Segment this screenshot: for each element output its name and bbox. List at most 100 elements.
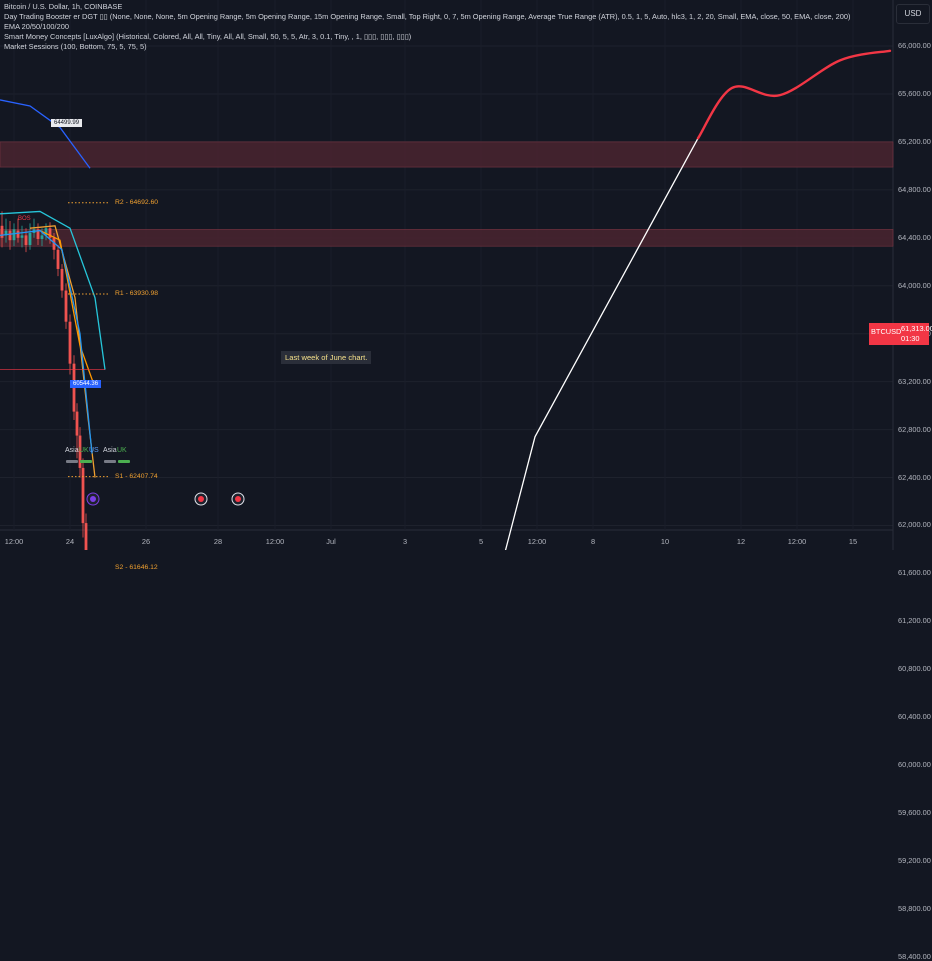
session-bar [80, 460, 92, 463]
chart-annotation: Last week of June chart. [281, 351, 372, 364]
session-asia-2: Asia [103, 447, 117, 454]
x-tick-label: 12:00 [4, 537, 24, 546]
session-us: US [89, 447, 99, 454]
candle-body [56, 249, 60, 269]
y-tick-label: 63,200.00 [898, 376, 931, 386]
y-tick-label: 61,600.00 [898, 568, 931, 578]
candle-body [28, 232, 32, 245]
y-tick-label: 58,400.00 [898, 952, 931, 961]
candle-body [78, 435, 82, 468]
x-tick-label: 12 [736, 537, 746, 546]
y-tick-label: 60,400.00 [898, 712, 931, 722]
candle-body [81, 467, 85, 524]
pivot-label-r1: R1 - 63930.98 [115, 290, 159, 297]
pivot-lines [68, 202, 110, 478]
indicator-day-trading-booster[interactable]: Day Trading Booster er DGT ▯▯ (None, Non… [4, 12, 851, 21]
indicator-smc[interactable]: Smart Money Concepts [LuxAlgo] (Historic… [4, 32, 412, 41]
price-chart[interactable] [0, 0, 932, 550]
bos-label: BOS [18, 216, 31, 222]
y-tick-label: 64,800.00 [898, 184, 931, 194]
current-price-badge: BTCUSD 61,313.00 01:30 [869, 323, 932, 345]
candle-body [75, 411, 79, 436]
session-uk: UK [79, 447, 89, 454]
x-tick-label: 8 [590, 537, 596, 546]
candle-body [40, 235, 44, 239]
candle-body [4, 230, 8, 236]
candle-body [36, 229, 40, 239]
y-tick-label: 66,000.00 [898, 41, 931, 50]
y-tick-label: 64,400.00 [898, 232, 931, 242]
x-tick-label: 5 [478, 537, 484, 546]
session-asia: Asia [65, 447, 79, 454]
ema-lines [0, 99, 106, 478]
x-tick-label: 12:00 [265, 537, 285, 546]
ema-line [0, 99, 91, 169]
candle-body [12, 229, 16, 241]
candle-body [52, 237, 56, 250]
supply-zone [0, 141, 894, 168]
supply-zone [0, 229, 894, 247]
event-marker-dot [198, 496, 204, 502]
ema-line [0, 210, 106, 370]
x-tick-label: 12:00 [787, 537, 807, 546]
y-tick-label: 60,000.00 [898, 760, 931, 770]
x-tick-label: 24 [65, 537, 75, 546]
ema-line [29, 225, 96, 478]
price-symbol: BTCUSD [871, 327, 902, 336]
ema-line [39, 230, 96, 388]
y-tick-label: 62,000.00 [898, 520, 931, 530]
session-uk-2: UK [117, 447, 127, 454]
y-tick-label: 59,600.00 [898, 808, 931, 818]
price-countdown: 01:30 [901, 334, 920, 343]
candle-body [44, 228, 48, 236]
session-bar [104, 460, 116, 463]
x-tick-label: 15 [848, 537, 858, 546]
y-tick-label: 65,200.00 [898, 136, 931, 146]
session-bar [66, 460, 78, 463]
y-tick-label: 62,800.00 [898, 424, 931, 434]
pivot-label-s1: S1 - 62407.74 [115, 472, 158, 480]
high-price-tag: 64499.99 [51, 119, 83, 127]
ema-line [0, 229, 93, 454]
candle-body [8, 230, 12, 241]
y-tick-label: 62,400.00 [898, 472, 931, 482]
chart-title: Bitcoin / U.S. Dollar, 1h, COINBASE [4, 2, 123, 11]
candle-body [20, 235, 24, 238]
low-price-tag: 60544.36 [70, 380, 102, 388]
pivot-label-r2: R2 - 64692.60 [115, 198, 159, 206]
candle-body [68, 321, 72, 364]
x-tick-label: Jul [326, 537, 336, 546]
event-markers [66, 460, 245, 506]
candle-body [16, 230, 20, 238]
projection-path [504, 49, 892, 550]
x-tick-label: 10 [660, 537, 670, 546]
candle-body [64, 290, 68, 322]
candle-body [48, 228, 52, 238]
x-tick-label: 12:00 [527, 537, 547, 546]
chart-grid [0, 0, 894, 550]
candle-body [60, 268, 64, 291]
event-marker-dot [235, 496, 241, 502]
indicator-ema[interactable]: EMA 20/50/100/200 [4, 22, 69, 31]
session-bar [118, 460, 130, 463]
supply-zones [0, 141, 894, 247]
projection-white-segment [504, 137, 699, 550]
candle-body [84, 523, 88, 550]
event-marker-dot [90, 496, 96, 502]
x-tick-label: 28 [213, 537, 223, 546]
y-tick-label: 58,800.00 [898, 904, 931, 914]
y-tick-label: 61,200.00 [898, 616, 931, 626]
y-tick-label: 60,800.00 [898, 664, 931, 674]
currency-button[interactable]: USD [896, 4, 930, 24]
y-tick-label: 59,200.00 [898, 856, 931, 866]
projection-red-segment [696, 49, 892, 140]
candle-body [0, 225, 4, 238]
x-tick-label: 3 [402, 537, 408, 546]
y-tick-label: 65,600.00 [898, 88, 931, 98]
y-tick-label: 64,000.00 [898, 280, 931, 290]
x-tick-label: 26 [141, 537, 151, 546]
indicator-market-sessions[interactable]: Market Sessions (100, Bottom, 75, 5, 75,… [4, 42, 147, 51]
candle-body [24, 235, 28, 245]
price-value: 61,313.00 [901, 324, 932, 333]
pivot-label-s2: S2 - 61646.12 [115, 563, 158, 571]
